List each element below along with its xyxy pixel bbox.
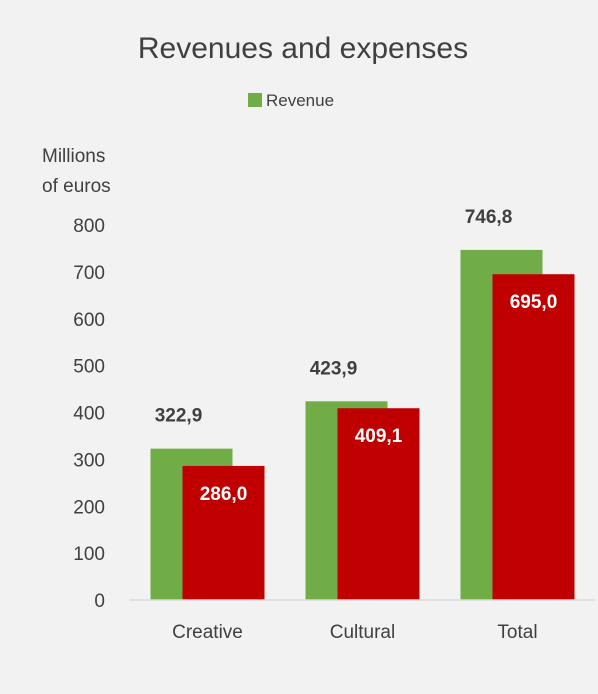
bar-series2-cultural	[337, 408, 420, 600]
y-axis-label-line1: Millions	[42, 146, 105, 167]
y-tick-label: 300	[73, 450, 105, 471]
x-axis-ticks: Creative Cultural Total	[172, 622, 537, 643]
data-label-series2-total: 695,0	[510, 292, 558, 313]
y-tick-label: 800	[73, 216, 105, 237]
value-labels: 322,9 286,0 423,9 409,1 746,8 695,0	[155, 207, 558, 505]
data-label-revenue-creative: 322,9	[155, 406, 203, 427]
bar-series2-total	[492, 274, 575, 600]
x-tick-label-total: Total	[497, 622, 537, 643]
y-axis-ticks: 0 100 200 300 400 500 600 700 800	[73, 216, 105, 612]
y-tick-label: 100	[73, 544, 105, 565]
y-tick-label: 500	[73, 357, 105, 378]
y-tick-label: 600	[73, 310, 105, 331]
bars	[150, 249, 575, 600]
x-tick-label-cultural: Cultural	[330, 622, 395, 643]
y-axis-label-line2: of euros	[42, 176, 111, 197]
data-label-revenue-cultural: 423,9	[310, 358, 358, 379]
bar-series2-creative	[182, 465, 265, 600]
x-tick-label-creative: Creative	[172, 622, 243, 643]
y-tick-label: 200	[73, 497, 105, 518]
y-tick-label: 700	[73, 263, 105, 284]
data-label-revenue-total: 746,8	[465, 207, 513, 228]
data-label-series2-creative: 286,0	[200, 484, 248, 505]
y-tick-label: 0	[94, 591, 105, 612]
data-label-series2-cultural: 409,1	[355, 426, 403, 447]
y-tick-label: 400	[73, 404, 105, 425]
legend: Revenue	[248, 91, 334, 110]
legend-swatch-revenue	[248, 93, 262, 107]
chart-title: Revenues and expenses	[138, 32, 468, 65]
legend-label-revenue: Revenue	[266, 91, 334, 110]
